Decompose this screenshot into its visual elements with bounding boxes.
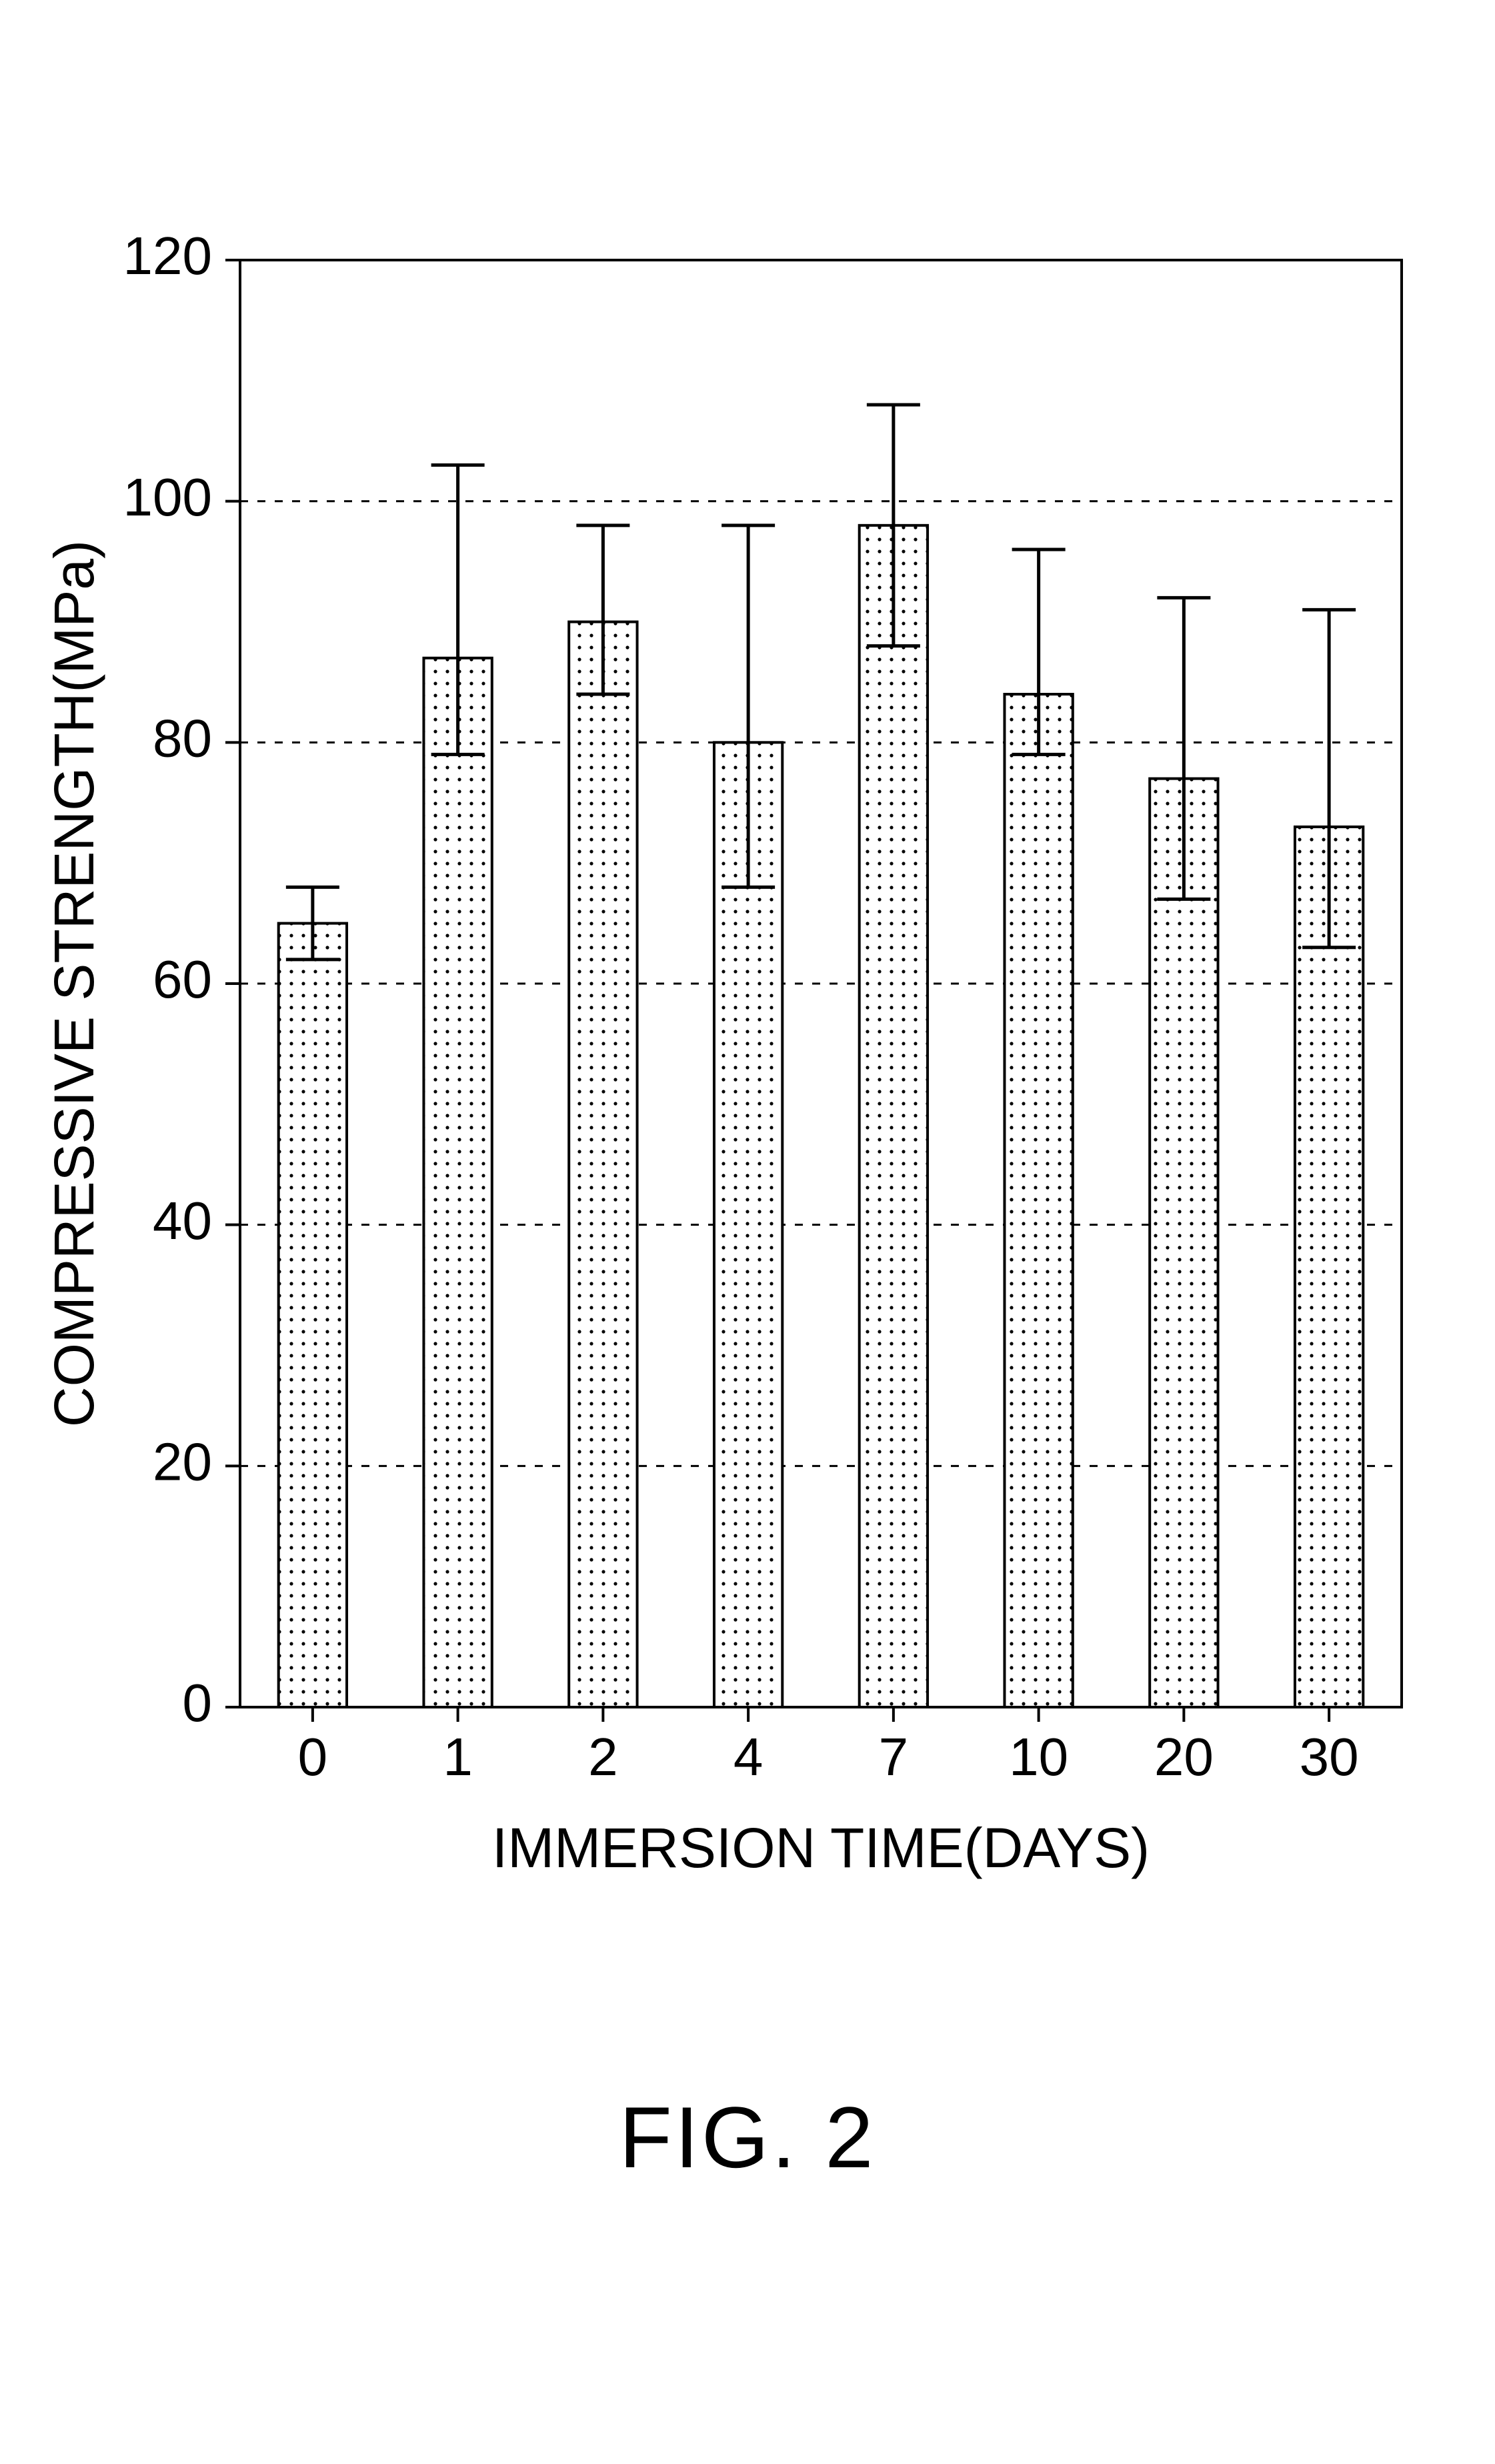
svg-text:COMPRESSIVE STRENGTH(MPa): COMPRESSIVE STRENGTH(MPa) (43, 540, 105, 1427)
svg-text:0: 0 (183, 1673, 213, 1732)
svg-text:60: 60 (153, 950, 212, 1009)
figure-label: FIG. 2 (0, 2087, 1495, 2187)
compressive-strength-chart: 0 20 40 60 80 100 120 0 1 2 4 7 10 20 30 IMMERSION TIME… (33, 233, 1462, 1934)
svg-text:20: 20 (153, 1432, 212, 1491)
svg-text:1: 1 (443, 1727, 473, 1786)
svg-text:4: 4 (733, 1727, 764, 1786)
svg-text:100: 100 (123, 467, 212, 527)
svg-text:2: 2 (588, 1727, 618, 1786)
svg-text:20: 20 (1154, 1727, 1214, 1786)
svg-text:120: 120 (123, 233, 212, 285)
svg-text:0: 0 (298, 1727, 328, 1786)
svg-text:30: 30 (1300, 1727, 1359, 1786)
svg-text:IMMERSION TIME(DAYS): IMMERSION TIME(DAYS) (492, 1816, 1150, 1879)
svg-text:40: 40 (153, 1191, 212, 1250)
svg-text:7: 7 (879, 1727, 909, 1786)
svg-text:10: 10 (1009, 1727, 1068, 1786)
svg-text:80: 80 (153, 708, 212, 768)
chart-svg: 0 20 40 60 80 100 120 0 1 2 4 7 10 20 30 IMMERSION TIME… (33, 233, 1462, 1934)
